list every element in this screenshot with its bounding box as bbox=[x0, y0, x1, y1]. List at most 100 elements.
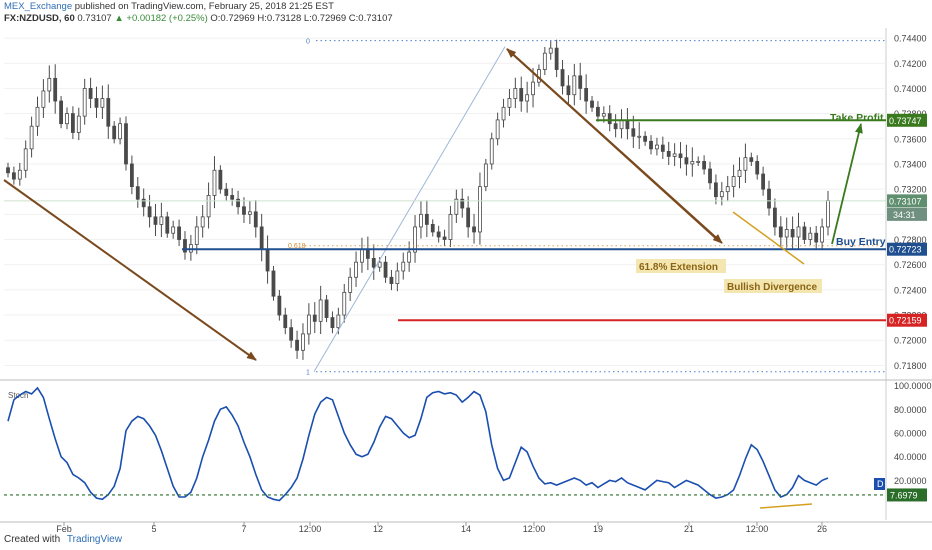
divergence-price-line bbox=[732, 211, 805, 265]
candle-body bbox=[666, 150, 671, 157]
candle-body bbox=[590, 100, 594, 108]
candle-body bbox=[419, 213, 423, 228]
candle-body bbox=[171, 226, 176, 234]
candle-body bbox=[826, 200, 830, 228]
candle-body bbox=[601, 113, 606, 117]
candle-body bbox=[790, 229, 795, 238]
candle-body bbox=[35, 106, 40, 127]
price-grid bbox=[4, 37, 886, 366]
price-tick-label: 0.73600 bbox=[894, 134, 927, 144]
candle-body bbox=[200, 216, 205, 228]
price-tick-label: 0.73200 bbox=[894, 185, 927, 195]
take-profit-label: Take Profit bbox=[830, 112, 884, 124]
candle-body bbox=[395, 270, 400, 284]
candle-body bbox=[401, 261, 406, 272]
candle-body bbox=[312, 314, 317, 322]
candle-body bbox=[407, 251, 412, 263]
candle-body bbox=[560, 69, 565, 87]
candle-body bbox=[242, 206, 246, 215]
candle-body bbox=[784, 229, 789, 238]
time-tick-label: 5 bbox=[151, 524, 156, 534]
buy-entry-price-tag: 0.72723 bbox=[889, 245, 922, 255]
candle-body bbox=[554, 47, 559, 70]
open-value: O:0.72969 bbox=[210, 13, 255, 24]
candle-body bbox=[53, 77, 58, 102]
candle-body bbox=[448, 213, 453, 240]
price-tick-label: 0.73400 bbox=[894, 159, 927, 169]
candle-body bbox=[295, 339, 299, 351]
stoch-level-tag-bg bbox=[887, 488, 927, 502]
candle-body bbox=[719, 191, 724, 198]
candle-body bbox=[519, 88, 524, 102]
candle-body bbox=[6, 167, 10, 174]
price-tick-label: 0.74000 bbox=[894, 84, 927, 94]
price-tick-label: 0.72600 bbox=[894, 260, 927, 270]
candle-body bbox=[761, 173, 766, 190]
time-tick-label: 7 bbox=[241, 524, 246, 534]
candle-body bbox=[737, 169, 742, 177]
countdown-tag: 34:31 bbox=[893, 210, 916, 220]
axes: 0.744000.742000.740000.738000.736000.734… bbox=[56, 34, 927, 534]
candle-body bbox=[542, 52, 547, 70]
time-tick-label: 12 bbox=[373, 524, 383, 534]
fib-trend-line bbox=[313, 46, 506, 372]
downtrend-arrow-right bbox=[506, 48, 723, 244]
candle-body bbox=[655, 144, 659, 150]
high-value: H:0.73128 bbox=[257, 13, 302, 24]
candle-body bbox=[478, 186, 482, 233]
candle-body bbox=[578, 75, 583, 89]
price-tick-label: 0.74200 bbox=[894, 59, 927, 69]
candle-body bbox=[383, 261, 388, 278]
candle-body bbox=[814, 232, 819, 243]
take-profit-price-tag: 0.73747 bbox=[889, 116, 922, 126]
candle-body bbox=[377, 261, 382, 268]
candle-body bbox=[436, 231, 441, 238]
candle-body bbox=[714, 182, 718, 198]
candle-body bbox=[495, 119, 500, 140]
extension-label-bg bbox=[636, 259, 726, 273]
candle-body bbox=[743, 157, 748, 171]
candle-body bbox=[548, 47, 553, 54]
candle-body bbox=[354, 261, 358, 278]
candle-body bbox=[141, 198, 146, 208]
price-tick-label: 0.71800 bbox=[894, 361, 927, 371]
candle-body bbox=[88, 88, 93, 99]
candle-body bbox=[65, 113, 69, 125]
candle-body bbox=[531, 81, 535, 96]
candle-body bbox=[513, 88, 518, 99]
stoch-line bbox=[7, 386, 829, 502]
tradingview-logo[interactable]: TradingView bbox=[66, 534, 122, 545]
candle-body bbox=[696, 161, 701, 163]
candle-body bbox=[749, 157, 754, 162]
candle-body bbox=[153, 216, 158, 225]
candle-body bbox=[731, 176, 736, 188]
candle-body bbox=[684, 157, 689, 165]
take-profit-price-tag-bg bbox=[887, 113, 927, 127]
candle-body bbox=[124, 123, 128, 165]
last-price-tag-bg bbox=[887, 194, 927, 208]
candle-body bbox=[808, 232, 813, 240]
stoch-marker-bg bbox=[874, 478, 885, 490]
stoch-marker-icon: D bbox=[877, 479, 884, 489]
candle-body bbox=[183, 239, 187, 253]
candle-body bbox=[584, 88, 589, 102]
candle-body bbox=[253, 211, 258, 228]
footer: Created with TradingView bbox=[4, 534, 122, 545]
candle-body bbox=[106, 98, 111, 127]
candle-body bbox=[165, 216, 170, 234]
buy-entry-price-tag-bg bbox=[887, 242, 927, 256]
price-tick-label: 0.72400 bbox=[894, 285, 927, 295]
drawings: 0 0.618 1 Take Profit Buy Entry 61.8% Extensi… bbox=[3, 39, 886, 377]
publisher-name[interactable]: MEX_Exchange bbox=[4, 1, 73, 12]
candle-body bbox=[690, 161, 695, 165]
time-tick-label: 12:00 bbox=[523, 524, 546, 534]
candle-body bbox=[218, 169, 223, 190]
candle-body bbox=[365, 249, 370, 259]
candle-body bbox=[147, 206, 152, 218]
candle-body bbox=[283, 314, 288, 329]
price-tick-label: 0.74400 bbox=[894, 34, 927, 44]
candle-body bbox=[649, 140, 653, 150]
candle-body bbox=[23, 148, 28, 171]
candle-body bbox=[643, 135, 648, 142]
